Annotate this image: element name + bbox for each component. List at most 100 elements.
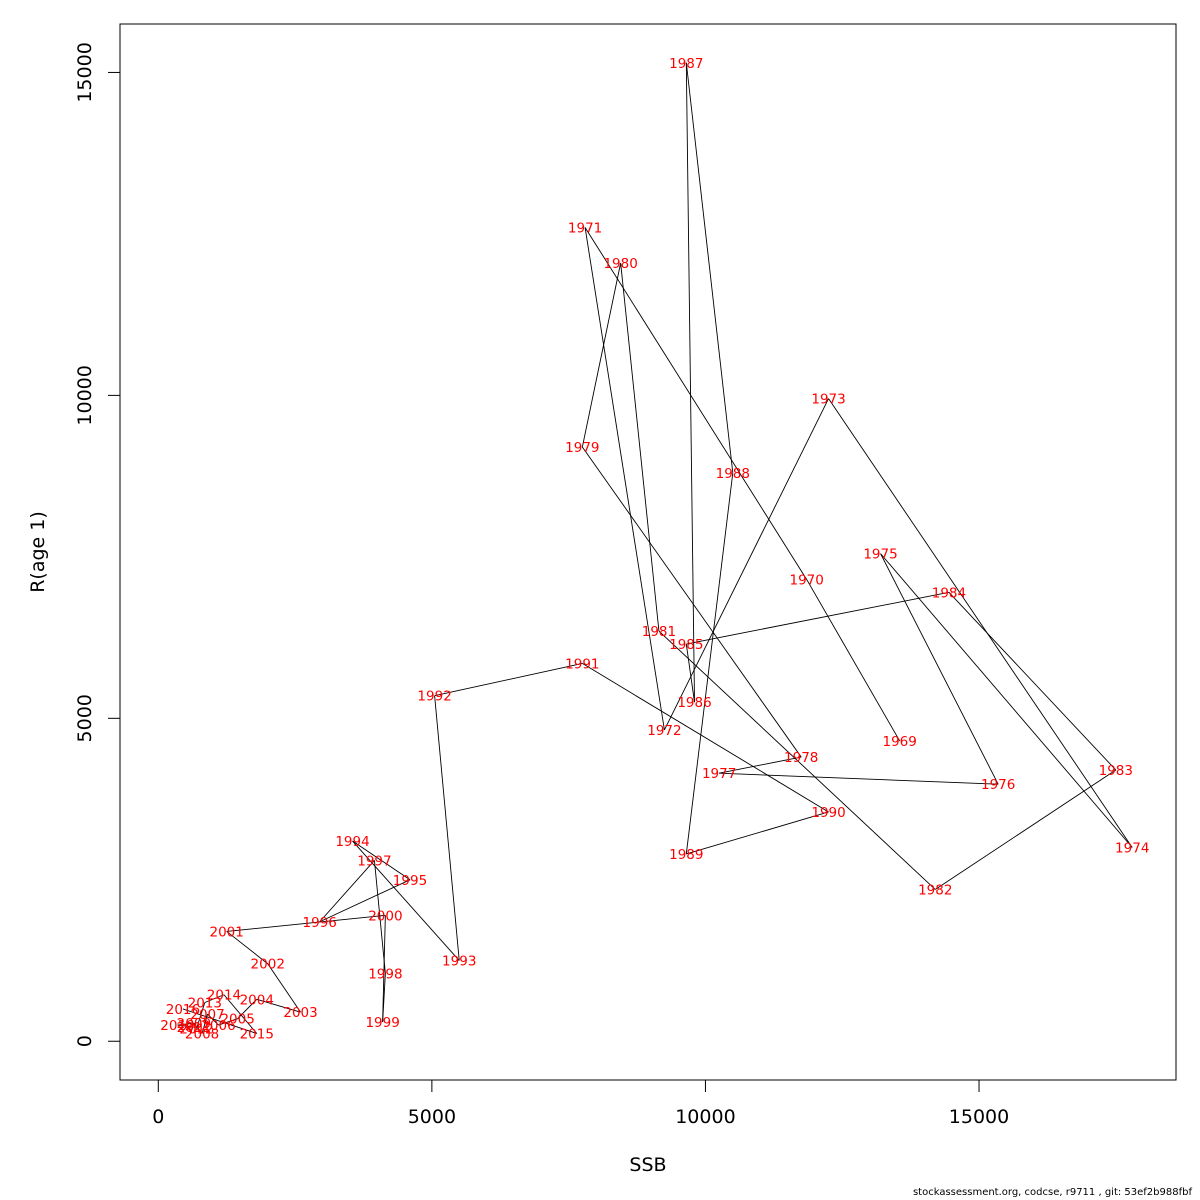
y-tick-label: 10000 bbox=[74, 365, 96, 425]
segment-1971-1972 bbox=[584, 227, 665, 731]
year-label-2003: 2003 bbox=[283, 1005, 317, 1021]
segment-2008-2009 bbox=[193, 1022, 203, 1034]
year-label-1970: 1970 bbox=[789, 572, 823, 588]
year-label-2005: 2005 bbox=[220, 1012, 254, 1028]
segment-1992-1993 bbox=[434, 695, 460, 961]
year-label-1993: 1993 bbox=[442, 954, 476, 970]
segment-2011-2012 bbox=[193, 1026, 197, 1029]
year-label-1996: 1996 bbox=[303, 915, 337, 931]
segment-1977-1978 bbox=[719, 756, 802, 774]
x-axis: 0 5000 10000 15000 bbox=[152, 1079, 1009, 1128]
segment-1975-1976 bbox=[880, 553, 999, 785]
segment-2015-2016 bbox=[182, 1008, 257, 1034]
year-labels: 1969 1970 1971 1972 1973 1974 1975 1976 1977 1978… bbox=[160, 56, 1149, 1043]
year-label-1994: 1994 bbox=[335, 834, 369, 850]
segment-1986-1987 bbox=[685, 62, 695, 703]
segment-1980-1981 bbox=[620, 262, 660, 632]
segment-2000-2001 bbox=[226, 914, 386, 932]
segment-1988-1989 bbox=[685, 472, 734, 854]
segment-2007-2008 bbox=[201, 1013, 208, 1034]
y-tick-label: 5000 bbox=[74, 694, 96, 742]
segment-1996-1997 bbox=[319, 860, 375, 923]
segment-1995-1996 bbox=[319, 879, 411, 923]
x-tick-label: 15000 bbox=[949, 1106, 1009, 1128]
segment-1993-1994 bbox=[352, 840, 460, 961]
year-label-1998: 1998 bbox=[368, 966, 402, 982]
segment-1979-1980 bbox=[581, 262, 622, 448]
segment-2010-2011 bbox=[177, 1024, 194, 1028]
year-label-1977: 1977 bbox=[702, 766, 736, 782]
year-label-1976: 1976 bbox=[981, 777, 1015, 793]
year-label-1985: 1985 bbox=[669, 637, 703, 653]
year-label-1980: 1980 bbox=[603, 256, 637, 272]
segment-1991-1992 bbox=[434, 662, 583, 697]
year-label-1991: 1991 bbox=[565, 656, 599, 672]
segment-1985-1986 bbox=[685, 643, 695, 703]
y-axis-title: R(age 1) bbox=[27, 511, 49, 593]
year-label-1995: 1995 bbox=[393, 873, 427, 889]
segment-1994-1995 bbox=[352, 840, 411, 881]
segment-1989-1990 bbox=[686, 811, 829, 855]
segment-1974-1975 bbox=[880, 553, 1133, 848]
year-label-2010: 2010 bbox=[160, 1018, 194, 1034]
year-label-2011: 2011 bbox=[177, 1020, 211, 1036]
year-label-1987: 1987 bbox=[669, 56, 703, 72]
x-tick-label: 0 bbox=[152, 1106, 164, 1128]
footer-note: stockassessment.org, codcse, r9711 , git… bbox=[912, 1187, 1192, 1198]
year-label-2013: 2013 bbox=[188, 995, 222, 1011]
segment-1973-1974 bbox=[828, 398, 1133, 848]
segment-1970-1971 bbox=[584, 227, 808, 580]
segment-2005-2006 bbox=[218, 1018, 238, 1026]
segment-1978-1979 bbox=[581, 446, 802, 758]
segment-2014-2015 bbox=[223, 994, 258, 1034]
year-label-2009: 2009 bbox=[177, 1016, 211, 1032]
year-label-1990: 1990 bbox=[811, 805, 845, 821]
plot-frame bbox=[119, 23, 1177, 1081]
segment-1997-1998 bbox=[373, 860, 386, 974]
year-label-1988: 1988 bbox=[716, 466, 750, 482]
segment-1982-1983 bbox=[935, 769, 1117, 890]
y-tick-label: 15000 bbox=[74, 42, 96, 102]
year-label-1999: 1999 bbox=[365, 1015, 399, 1031]
year-label-1981: 1981 bbox=[642, 624, 676, 640]
segment-2009-2010 bbox=[177, 1022, 194, 1026]
segment-1972-1973 bbox=[664, 398, 829, 731]
segment-1981-1982 bbox=[658, 630, 936, 890]
segment-1983-1984 bbox=[948, 592, 1117, 771]
year-label-1982: 1982 bbox=[918, 882, 952, 898]
segment-1976-1977 bbox=[719, 772, 999, 785]
year-label-2000: 2000 bbox=[368, 908, 402, 924]
year-label-2014: 2014 bbox=[207, 988, 241, 1004]
series-line bbox=[177, 62, 1133, 1034]
year-label-1978: 1978 bbox=[784, 750, 818, 766]
year-label-1979: 1979 bbox=[565, 440, 599, 456]
year-label-2008: 2008 bbox=[185, 1026, 219, 1042]
year-label-1972: 1972 bbox=[647, 723, 681, 739]
segment-2012-2013 bbox=[196, 1002, 206, 1029]
segment-1984-1985 bbox=[686, 591, 950, 645]
segment-2006-2007 bbox=[207, 1013, 219, 1026]
year-label-2007: 2007 bbox=[190, 1007, 224, 1023]
year-label-1973: 1973 bbox=[811, 392, 845, 408]
year-label-1983: 1983 bbox=[1099, 763, 1133, 779]
year-label-1971: 1971 bbox=[568, 220, 602, 236]
x-tick-label: 5000 bbox=[408, 1106, 456, 1128]
segment-2013-2014 bbox=[204, 994, 225, 1003]
segment-2004-2005 bbox=[237, 998, 258, 1019]
segment-1990-1991 bbox=[582, 663, 829, 813]
year-label-2004: 2004 bbox=[240, 992, 274, 1008]
year-label-2016: 2016 bbox=[166, 1002, 200, 1018]
year-label-2006: 2006 bbox=[201, 1018, 235, 1034]
segment-1987-1988 bbox=[685, 62, 734, 473]
year-label-1975: 1975 bbox=[863, 547, 897, 563]
segment-2003-2004 bbox=[256, 998, 301, 1013]
year-label-1984: 1984 bbox=[932, 585, 966, 601]
x-tick-label: 10000 bbox=[675, 1106, 735, 1128]
year-label-1992: 1992 bbox=[417, 689, 451, 705]
year-label-2012: 2012 bbox=[179, 1021, 213, 1037]
y-axis: 0 5000 10000 15000 bbox=[74, 42, 121, 1047]
segment-2002-2003 bbox=[267, 963, 301, 1013]
y-tick-label: 0 bbox=[74, 1035, 96, 1047]
segment-1999-2000 bbox=[382, 915, 386, 1022]
